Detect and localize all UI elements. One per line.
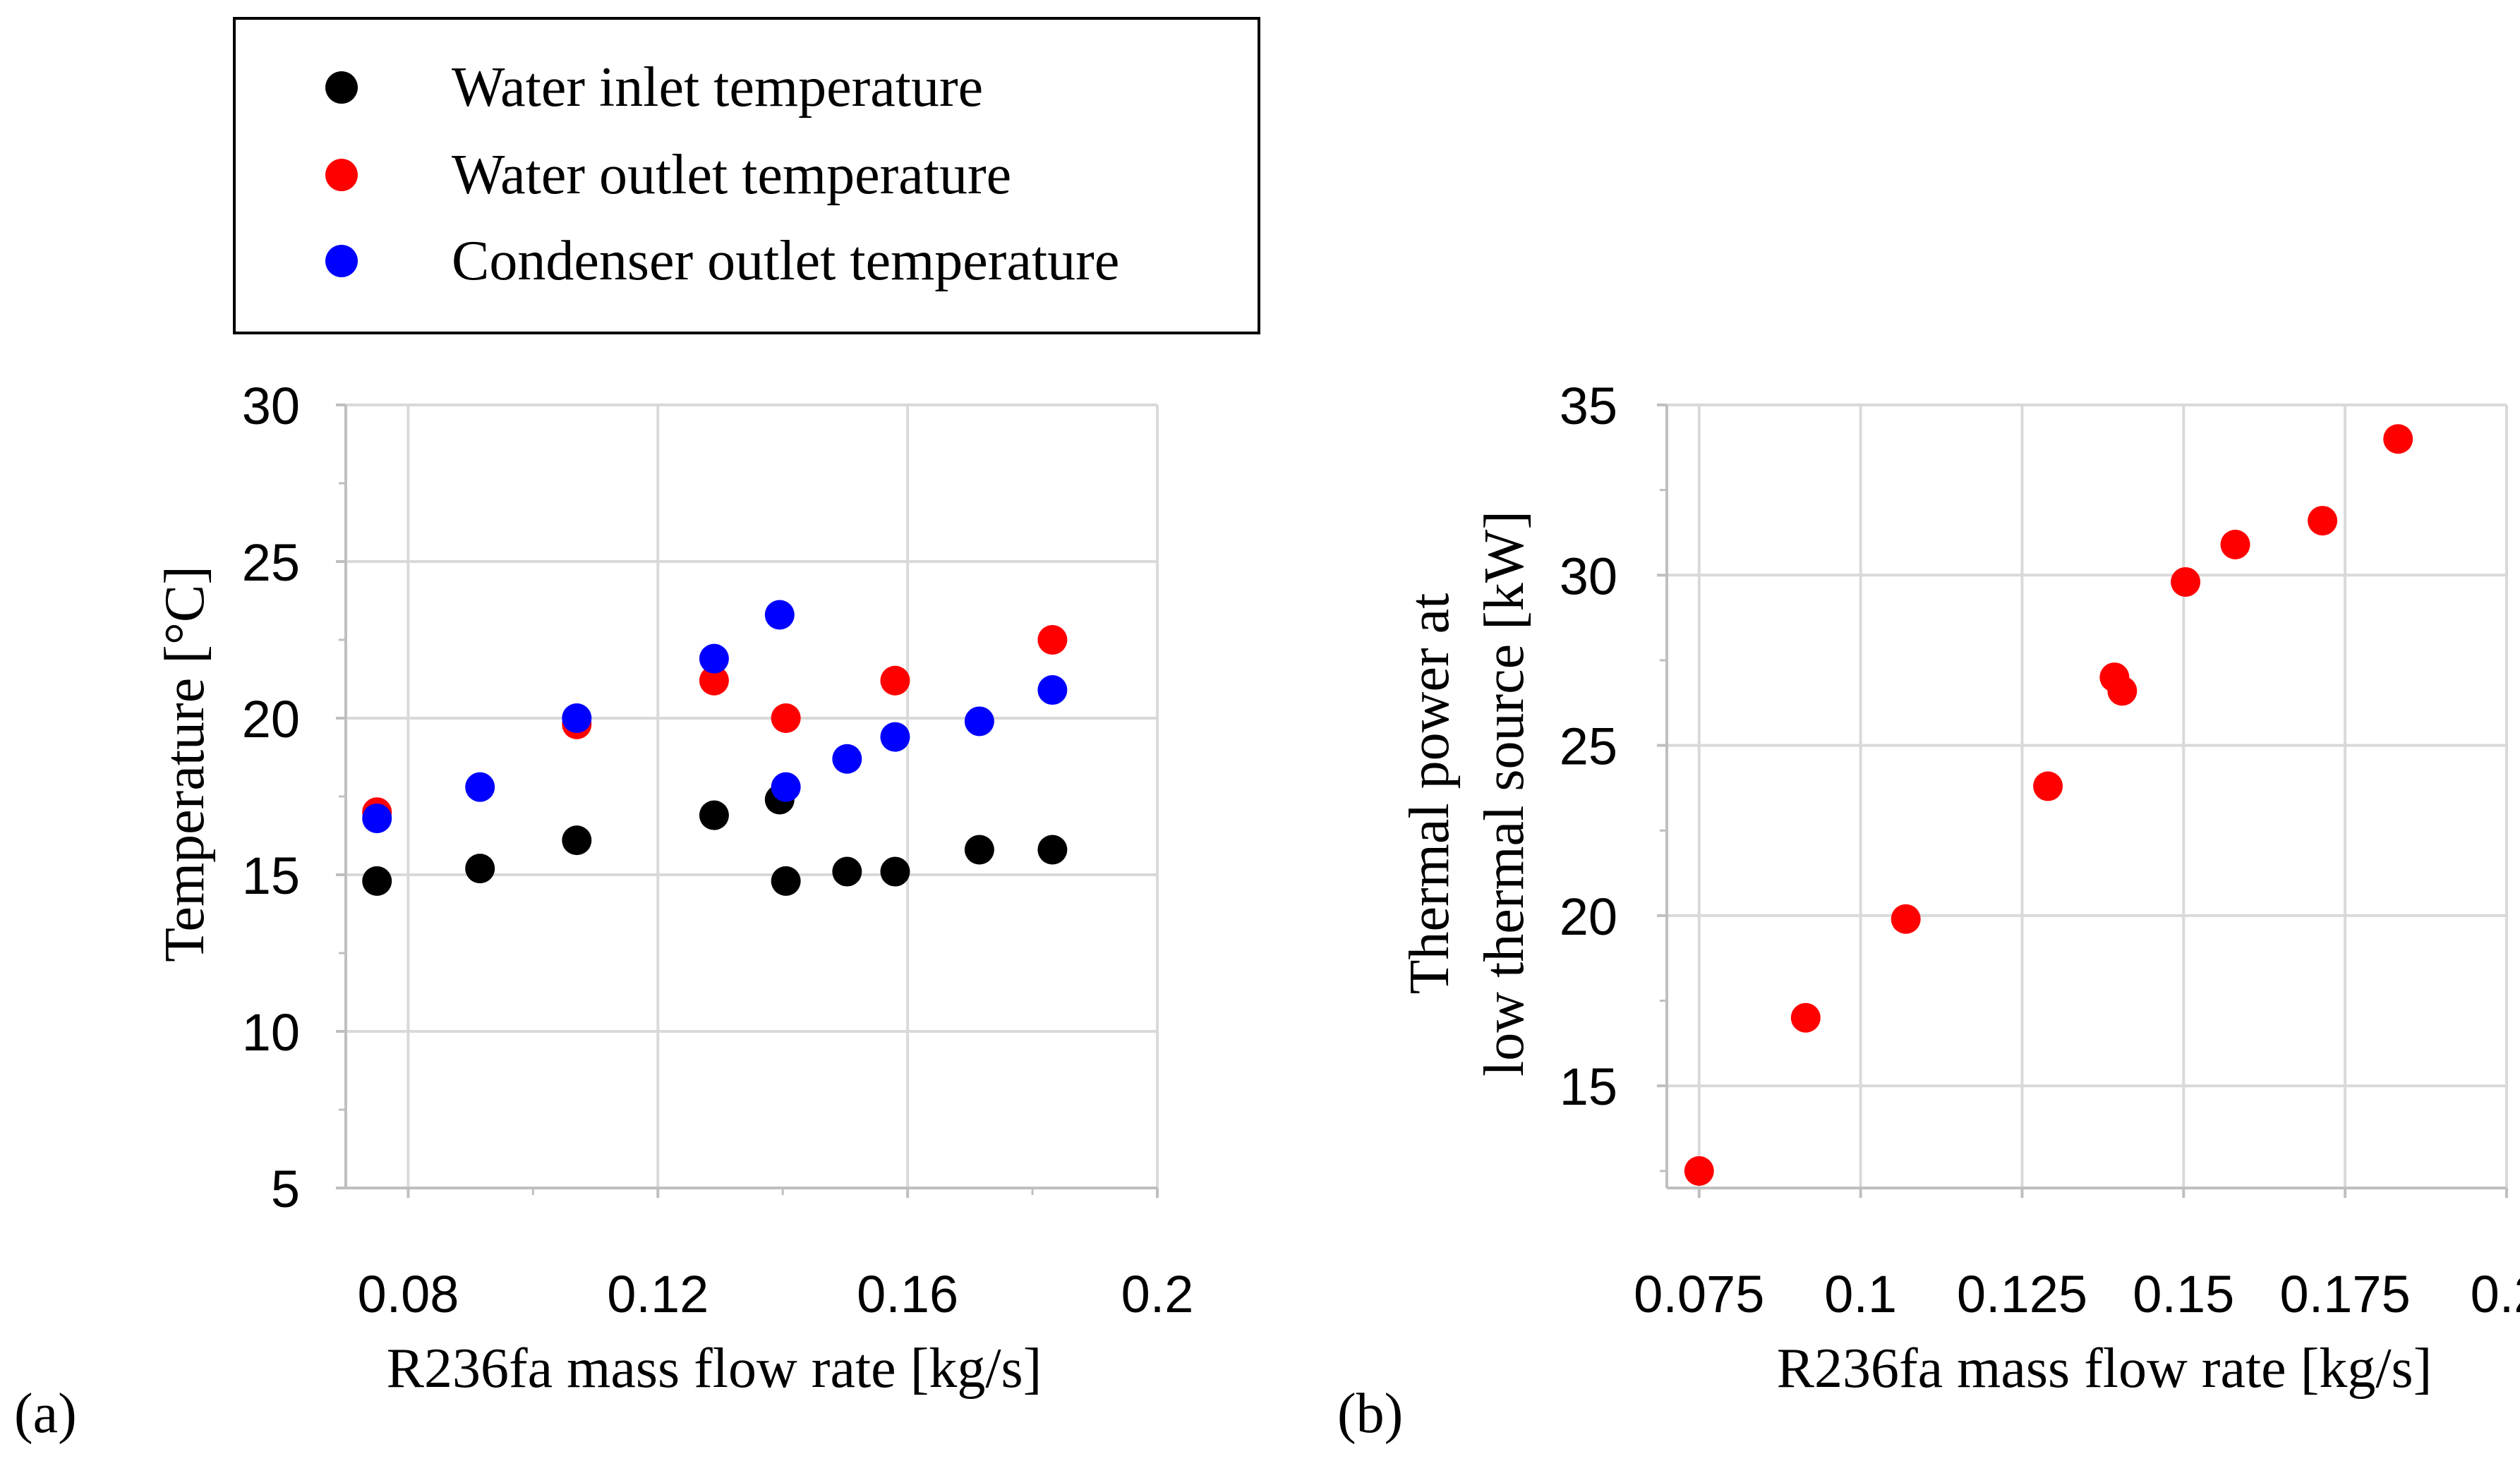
chart-a-grid bbox=[346, 404, 1159, 1189]
chart-a-tick-labels: 5 10 15 20 25 30 0.08 0.12 0.16 0.2 bbox=[242, 377, 1194, 1323]
chart-b-point-thermal-power-at-low-thermal-source bbox=[1684, 1156, 1714, 1186]
legend-marker-water-inlet bbox=[325, 71, 358, 104]
chart-b-point-thermal-power-at-low-thermal-source bbox=[2383, 424, 2413, 454]
chart-a-point-water-outlet-temperature bbox=[771, 703, 801, 733]
chart-a-point-condenser-outlet-temperature bbox=[964, 706, 994, 736]
chart-b-x-tick-label: 0.15 bbox=[2133, 1265, 2234, 1323]
chart-a-y-tick-label: 25 bbox=[242, 533, 300, 592]
chart-a-y-tick-label: 20 bbox=[242, 690, 300, 748]
chart-a-ylabel: Temperature [°C] bbox=[154, 566, 216, 962]
chart-b-y-tick-label: 20 bbox=[1560, 887, 1617, 946]
chart-a-point-condenser-outlet-temperature bbox=[764, 600, 795, 630]
chart-b: 15 20 25 30 35 0.075 0.1 0.125 0.15 0.175 0.2 R236… bbox=[1337, 377, 2520, 1445]
chart-a-point-water-outlet-temperature bbox=[880, 665, 910, 696]
chart-a-y-tick-label: 5 bbox=[271, 1160, 300, 1218]
chart-a-x-tick-label: 0.2 bbox=[1121, 1265, 1194, 1323]
chart-a-axes bbox=[336, 404, 1159, 1198]
chart-a-x-tick-label: 0.08 bbox=[357, 1265, 459, 1323]
chart-b-axes bbox=[1657, 404, 2508, 1198]
chart-a-point-water-outlet-temperature bbox=[1037, 625, 1068, 655]
chart-a-point-condenser-outlet-temperature bbox=[562, 703, 592, 733]
chart-b-point-thermal-power-at-low-thermal-source bbox=[2107, 676, 2138, 706]
chart-b-points bbox=[1684, 424, 2413, 1186]
chart-b-y-tick-label: 15 bbox=[1560, 1057, 1617, 1116]
chart-b-point-thermal-power-at-low-thermal-source bbox=[2171, 566, 2201, 597]
chart-a-point-water-inlet-temperature bbox=[880, 856, 910, 887]
chart-a-point-condenser-outlet-temperature bbox=[362, 804, 392, 834]
chart-a-point-condenser-outlet-temperature bbox=[465, 772, 495, 802]
chart-a-point-water-inlet-temperature bbox=[771, 866, 801, 896]
chart-a-x-tick-label: 0.12 bbox=[607, 1265, 709, 1323]
chart-a-point-condenser-outlet-temperature bbox=[699, 643, 729, 674]
chart-b-x-tick-label: 0.125 bbox=[1957, 1265, 2087, 1323]
chart-b-point-thermal-power-at-low-thermal-source bbox=[1790, 1002, 1821, 1033]
legend-marker-condenser-outlet bbox=[325, 245, 358, 277]
chart-a-point-water-inlet-temperature bbox=[465, 854, 495, 884]
chart-b-xlabel: R236fa mass flow rate [kg/s] bbox=[1777, 1338, 2432, 1400]
chart-b-grid bbox=[1667, 404, 2508, 1188]
chart-b-y-tick-label: 35 bbox=[1560, 377, 1617, 435]
chart-a-point-condenser-outlet-temperature bbox=[771, 772, 801, 802]
chart-a-point-water-inlet-temperature bbox=[1037, 835, 1068, 865]
chart-a-point-condenser-outlet-temperature bbox=[1037, 675, 1068, 705]
chart-b-point-thermal-power-at-low-thermal-source bbox=[2033, 771, 2063, 801]
chart-a-y-tick-label: 10 bbox=[242, 1003, 300, 1062]
chart-b-ylabel-line1: Thermal power at bbox=[1399, 593, 1461, 995]
chart-b-point-thermal-power-at-low-thermal-source bbox=[2308, 506, 2338, 536]
legend-label-water-inlet: Water inlet temperature bbox=[452, 56, 983, 119]
chart-b-y-tick-label: 30 bbox=[1560, 547, 1617, 605]
chart-a-point-water-inlet-temperature bbox=[362, 866, 392, 896]
chart-a-y-tick-label: 15 bbox=[242, 847, 300, 905]
chart-a-point-water-outlet-temperature bbox=[699, 665, 729, 696]
legend-label-condenser-outlet: Condenser outlet temperature bbox=[452, 230, 1119, 292]
chart-a-point-water-inlet-temperature bbox=[699, 800, 729, 830]
chart-a-point-water-inlet-temperature bbox=[562, 825, 592, 856]
chart-a-points bbox=[362, 600, 1068, 896]
chart-b-point-thermal-power-at-low-thermal-source bbox=[1891, 904, 1921, 934]
chart-a: 5 10 15 20 25 30 0.08 0.12 0.16 0.2 R236fa mass f… bbox=[14, 377, 1193, 1445]
chart-a-y-tick-label: 30 bbox=[242, 377, 300, 435]
legend-label-water-outlet: Water outlet temperature bbox=[452, 144, 1011, 206]
chart-b-x-tick-label: 0.2 bbox=[2471, 1265, 2520, 1323]
panel-label-b: (b) bbox=[1337, 1383, 1403, 1445]
chart-a-x-tick-label: 0.16 bbox=[857, 1265, 958, 1323]
chart-b-x-tick-label: 0.1 bbox=[1824, 1265, 1897, 1323]
legend: Water inlet temperature Water outlet tem… bbox=[233, 17, 1260, 334]
chart-a-point-water-inlet-temperature bbox=[964, 835, 994, 865]
chart-a-xlabel: R236fa mass flow rate [kg/s] bbox=[387, 1338, 1042, 1400]
chart-b-y-tick-label: 25 bbox=[1560, 717, 1617, 776]
chart-a-point-condenser-outlet-temperature bbox=[880, 722, 910, 752]
chart-a-point-water-inlet-temperature bbox=[832, 856, 862, 887]
chart-b-tick-labels: 15 20 25 30 35 0.075 0.1 0.125 0.15 0.175 0.2 bbox=[1560, 377, 2520, 1323]
chart-b-ylabel-line2: low thermal source [kW] bbox=[1473, 511, 1536, 1077]
legend-marker-water-outlet bbox=[325, 159, 358, 191]
chart-b-x-tick-label: 0.075 bbox=[1634, 1265, 1764, 1323]
chart-b-point-thermal-power-at-low-thermal-source bbox=[2220, 529, 2250, 559]
chart-a-point-condenser-outlet-temperature bbox=[832, 744, 862, 774]
chart-b-x-tick-label: 0.175 bbox=[2280, 1265, 2411, 1323]
legend-box bbox=[233, 17, 1260, 334]
panel-label-a: (a) bbox=[14, 1383, 77, 1445]
